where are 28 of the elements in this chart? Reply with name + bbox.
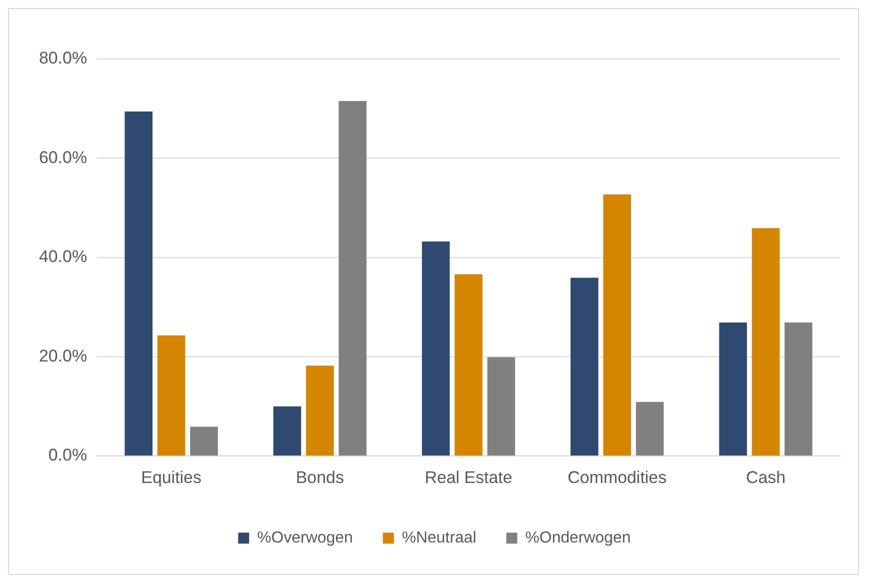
x-tick-label: Commodities bbox=[568, 468, 667, 487]
bar bbox=[603, 194, 632, 456]
bar bbox=[157, 335, 186, 456]
bar bbox=[454, 274, 482, 456]
bar bbox=[784, 322, 812, 456]
x-tick-label: Equities bbox=[141, 468, 202, 487]
x-tick-label: Bonds bbox=[296, 468, 344, 487]
bar bbox=[422, 242, 450, 456]
x-tick-label: Real Estate bbox=[424, 468, 512, 487]
bar bbox=[190, 426, 218, 456]
bar bbox=[124, 111, 152, 456]
bar bbox=[338, 101, 366, 456]
x-tick-label: Cash bbox=[746, 468, 786, 487]
bar bbox=[719, 322, 747, 456]
y-tick-label: 40.0% bbox=[38, 247, 88, 266]
y-tick-label: 20.0% bbox=[38, 346, 88, 366]
y-tick-label: 0.0% bbox=[48, 446, 88, 465]
bar bbox=[636, 402, 664, 456]
bar bbox=[752, 228, 780, 456]
bar bbox=[273, 406, 302, 456]
bar bbox=[487, 357, 516, 456]
bar bbox=[306, 366, 334, 456]
bar bbox=[570, 278, 598, 456]
y-tick-label: 80.0% bbox=[38, 48, 88, 68]
legend-label: %Neutraal bbox=[402, 530, 476, 547]
y-tick-label: 60.0% bbox=[38, 148, 88, 167]
legend-label: %Onderwogen bbox=[525, 530, 631, 547]
legend-label: %Overwogen bbox=[257, 530, 353, 547]
